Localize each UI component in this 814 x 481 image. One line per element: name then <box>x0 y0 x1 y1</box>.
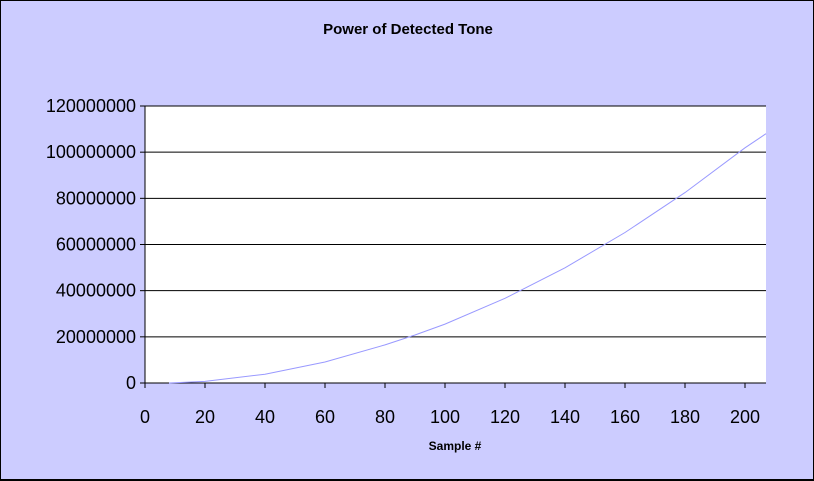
chart-title: Power of Detected Tone <box>323 21 493 38</box>
x-tick-label: 60 <box>315 407 335 427</box>
x-tick-label: 100 <box>430 407 460 427</box>
y-tick-label: 20000000 <box>56 327 136 347</box>
y-tick-label: 0 <box>126 373 136 393</box>
y-tick-label: 40000000 <box>56 281 136 301</box>
x-tick-label: 80 <box>375 407 395 427</box>
x-tick-label: 20 <box>195 407 215 427</box>
y-tick-label: 120000000 <box>46 96 136 116</box>
series-line <box>168 133 767 384</box>
plot-group: 0 20000000 40000000 60000000 80000000 1000000… <box>46 96 767 427</box>
x-tick-label: 0 <box>140 407 150 427</box>
y-tick-label: 80000000 <box>56 188 136 208</box>
x-tick-label: 40 <box>255 407 275 427</box>
x-tick-label: 200 <box>730 407 760 427</box>
x-tick-label: 120 <box>490 407 520 427</box>
x-axis-label: Sample # <box>429 439 482 453</box>
x-tick-label: 160 <box>610 407 640 427</box>
y-tick-label: 100000000 <box>46 142 136 162</box>
x-tick-label: 140 <box>550 407 580 427</box>
x-tick-label: 180 <box>670 407 700 427</box>
y-tick-label: 60000000 <box>56 235 136 255</box>
